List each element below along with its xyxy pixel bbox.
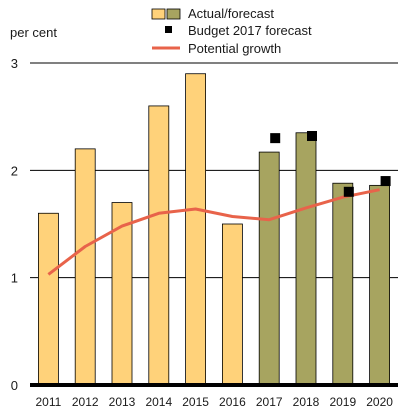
bar-2018 xyxy=(295,132,317,386)
x-tick-label: 2014 xyxy=(145,395,172,409)
x-tick-label: 2012 xyxy=(72,395,99,409)
y-tick-label: 2 xyxy=(11,163,18,178)
y-tick-label: 3 xyxy=(11,56,18,71)
bar-2016 xyxy=(221,223,243,386)
budget-marker-2017 xyxy=(270,133,281,144)
bar-2012 xyxy=(74,148,96,386)
bar-2014 xyxy=(148,105,170,386)
legend-label-actual-forecast: Actual/forecast xyxy=(188,6,274,21)
bar-series xyxy=(38,73,391,386)
y-axis-tick-labels: 0 1 2 3 xyxy=(11,56,18,393)
budget-marker-2020 xyxy=(380,176,391,187)
x-tick-label: 2016 xyxy=(219,395,246,409)
x-axis-tick-labels: 2011 2012 2013 2014 2015 2016 2017 2018 2019 2020 xyxy=(35,395,393,409)
bar-2020 xyxy=(369,184,391,386)
legend: Actual/forecast Budget 2017 forecast Pot… xyxy=(151,6,312,56)
bar-2017 xyxy=(258,151,280,386)
x-tick-label: 2011 xyxy=(35,395,61,409)
x-tick-label: 2019 xyxy=(329,395,356,409)
x-tick-label: 2013 xyxy=(109,395,136,409)
legend-swatch-forecast xyxy=(166,8,181,20)
x-tick-label: 2020 xyxy=(366,395,393,409)
budget-marker-2019 xyxy=(343,186,354,197)
bar-2019 xyxy=(332,182,354,386)
y-tick-label: 1 xyxy=(11,271,18,286)
x-tick-label: 2017 xyxy=(256,395,283,409)
legend-label-potential-growth: Potential growth xyxy=(188,41,281,56)
bar-2015 xyxy=(185,73,207,386)
budget-forecast-markers xyxy=(270,130,391,197)
potential-growth-line xyxy=(47,188,380,276)
potential-growth-line-layer xyxy=(47,188,380,276)
y-axis-label: per cent xyxy=(10,25,57,40)
bar-2011 xyxy=(38,212,59,386)
legend-label-budget-forecast: Budget 2017 forecast xyxy=(188,23,312,38)
budget-marker-2018 xyxy=(307,130,317,141)
y-tick-label: 0 xyxy=(11,378,18,393)
legend-marker-budget xyxy=(165,26,172,33)
legend-swatch-actual xyxy=(151,8,166,20)
x-tick-label: 2018 xyxy=(293,395,320,409)
x-tick-label: 2015 xyxy=(182,395,209,409)
